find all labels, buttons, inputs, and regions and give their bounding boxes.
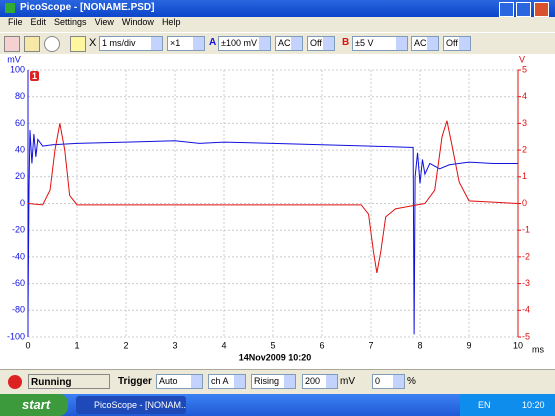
y-tick-label: 20 [15,171,25,181]
channel-b-label: B [342,37,350,48]
x-tick-label: 4 [221,340,226,350]
tool-icon[interactable] [24,36,40,52]
tool-icon[interactable] [70,36,86,52]
x-tick-label: 8 [417,340,422,350]
menu-item[interactable]: Window [121,17,154,27]
app-icon [5,3,15,13]
scope-view: 0 1 2 3 4 5 6 7 8 9 10-100-80-60-40-20020406080100… [0,54,555,369]
x-tick-label: 5 [270,340,275,350]
trigger-label: Trigger [118,376,152,387]
y2-tick-label: 2 [522,144,527,154]
pretrigger-input[interactable]: 0 [372,374,405,389]
tool-icon[interactable] [44,36,60,52]
trigger-edge-combo[interactable]: Rising [251,374,296,389]
timebase-combo[interactable]: 1 ms/div [99,36,163,51]
close-button[interactable] [534,2,549,17]
offset-b-combo[interactable]: Off [443,36,471,51]
coupling-b-combo[interactable]: AC [411,36,439,51]
y-tick-label: -40 [12,251,25,261]
channel-a-label: A [209,37,217,48]
y-tick-label: -80 [12,305,25,315]
toolbar: X 1 ms/div ×1 A ±100 mV AC Off B ±5 V AC… [0,32,555,56]
language[interactable]: EN [478,400,491,410]
taskbar: start PicoScope - [NONAM... EN 10:20 [0,394,555,416]
window-title: PicoScope - [NONAME.PSD] [20,2,155,13]
system-tray [460,394,555,416]
y2-tick-label: -1 [522,225,530,235]
menu-bar: File Edit Settings View Window Help [0,17,555,31]
maximize-button[interactable] [516,2,531,17]
trigger-channel-combo[interactable]: ch A [208,374,246,389]
clock: 10:20 [522,400,545,410]
x-tick-label: 1 [74,340,79,350]
y-tick-label: 40 [15,144,25,154]
x-tick-label: 2 [123,340,128,350]
y2-tick-label: -3 [522,278,530,288]
start-button[interactable]: start [0,394,68,416]
range-a-combo[interactable]: ±100 mV [218,36,271,51]
x-label: X [89,37,97,49]
y2-tick-label: 3 [522,118,527,128]
x-unit: ms [532,344,544,354]
y2-unit: V [519,54,525,64]
stop-button[interactable] [8,375,22,389]
menu-item[interactable]: File [8,17,23,27]
menu-item[interactable]: Settings [54,17,87,27]
range-b-combo[interactable]: ±5 V [352,36,408,51]
menu-item[interactable]: Help [161,17,181,27]
timestamp: 14Nov2009 10:20 [239,352,312,362]
y-tick-label: -20 [12,225,25,235]
menu-item[interactable]: Edit [30,17,47,27]
trigger-level-input[interactable]: 200 [302,374,338,389]
y-tick-label: 0 [20,198,25,208]
x-tick-label: 3 [172,340,177,350]
x-tick-label: 6 [319,340,324,350]
y2-tick-label: 4 [522,91,527,101]
trigger-marker-label: 1 [32,71,37,81]
menu-item[interactable]: View [94,17,114,27]
y2-tick-label: -4 [522,305,530,315]
trace [27,120,519,274]
y2-tick-label: -2 [522,251,530,261]
title-bar: PicoScope - [NONAME.PSD] [0,0,555,17]
y2-tick-label: 5 [522,64,527,74]
scope-background [0,54,555,369]
y2-tick-label: 0 [522,198,527,208]
y-tick-label: -60 [12,278,25,288]
trigger-mode-combo[interactable]: Auto [156,374,203,389]
y-tick-label: -100 [7,331,25,341]
run-state: Running [28,374,110,389]
x-tick-label: 10 [513,340,523,350]
coupling-a-combo[interactable]: AC [275,36,303,51]
status-bar: Running Trigger Auto ch A Rising 200 mV … [0,369,555,395]
y-tick-label: 80 [15,91,25,101]
multiplier-combo[interactable]: ×1 [167,36,205,51]
level-unit: mV [340,376,355,387]
y-unit: mV [7,54,21,64]
offset-a-combo[interactable]: Off [307,36,335,51]
x-tick-label: 7 [368,340,373,350]
task-button[interactable]: PicoScope - [NONAM... [76,396,186,414]
pretrigger-unit: % [407,376,416,387]
trace [27,130,518,335]
minimize-button[interactable] [499,2,514,17]
y-tick-label: 100 [10,64,25,74]
trigger-marker [30,71,39,81]
y-tick-label: 60 [15,118,25,128]
y2-tick-label: 1 [522,171,527,181]
y2-tick-label: -5 [522,331,530,341]
x-tick-label: 0 [25,340,30,350]
tool-icon[interactable] [4,36,20,52]
x-tick-label: 9 [466,340,471,350]
